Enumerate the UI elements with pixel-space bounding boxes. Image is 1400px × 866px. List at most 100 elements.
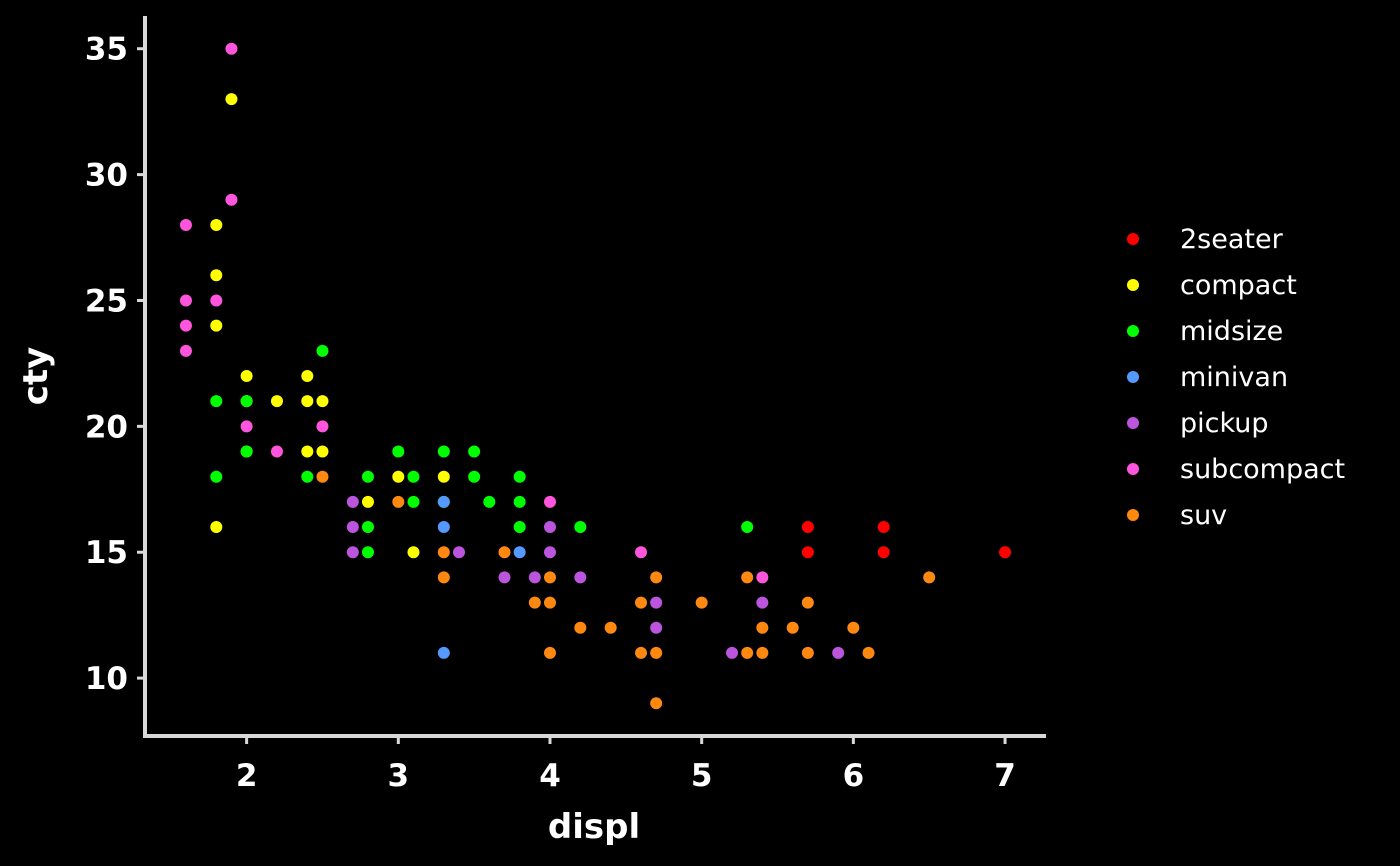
point-midsize-0 <box>210 395 223 408</box>
legend-key-subcompact <box>1127 463 1139 475</box>
point-subcompact-2 <box>179 319 192 332</box>
legend-label-2seater: 2seater <box>1180 224 1284 255</box>
point-midsize-20 <box>574 521 587 534</box>
point-2seater-4 <box>999 546 1012 559</box>
point-compact-16 <box>407 546 420 559</box>
point-suv-17 <box>741 571 754 584</box>
x-tick-label-2: 2 <box>236 758 258 794</box>
point-pickup-7 <box>543 546 556 559</box>
point-subcompact-9 <box>316 420 329 433</box>
point-subcompact-1 <box>179 294 192 307</box>
point-midsize-12 <box>437 445 450 458</box>
point-compact-2 <box>210 319 223 332</box>
point-pickup-12 <box>756 596 769 609</box>
point-suv-2 <box>437 546 450 559</box>
point-compact-15 <box>392 470 405 483</box>
point-subcompact-0 <box>179 218 192 231</box>
y-tick-label-35: 35 <box>85 32 128 68</box>
point-pickup-6 <box>543 521 556 534</box>
x-tick-label-5: 5 <box>691 758 713 794</box>
point-suv-10 <box>604 621 617 634</box>
point-pickup-8 <box>574 571 587 584</box>
y-tick-label-30: 30 <box>85 158 128 194</box>
point-suv-20 <box>756 646 769 659</box>
point-compact-9 <box>301 370 314 382</box>
legend-label-compact: compact <box>1180 270 1297 301</box>
x-tick-label-3: 3 <box>388 758 410 794</box>
point-suv-23 <box>801 646 814 659</box>
y-tick-label-25: 25 <box>85 283 128 319</box>
legend-label-suv: suv <box>1180 500 1227 531</box>
point-midsize-8 <box>361 546 374 559</box>
legend-label-pickup: pickup <box>1180 408 1269 439</box>
point-suv-11 <box>635 596 648 609</box>
point-suv-12 <box>635 646 648 659</box>
point-compact-17 <box>437 470 450 483</box>
point-subcompact-5 <box>225 42 238 55</box>
point-pickup-2 <box>346 546 359 559</box>
point-minivan-1 <box>437 521 450 534</box>
point-subcompact-4 <box>210 294 223 307</box>
point-pickup-11 <box>726 646 739 659</box>
point-suv-5 <box>528 596 541 609</box>
point-minivan-3 <box>513 546 526 559</box>
point-subcompact-7 <box>240 420 253 433</box>
point-suv-16 <box>695 596 708 609</box>
point-midsize-17 <box>513 470 526 483</box>
point-midsize-10 <box>407 470 420 483</box>
point-suv-26 <box>923 571 936 584</box>
point-compact-13 <box>316 445 329 458</box>
point-compact-11 <box>301 445 314 458</box>
point-pickup-1 <box>346 521 359 534</box>
y-tick-label-20: 20 <box>85 409 128 445</box>
point-suv-9 <box>574 621 587 634</box>
point-compact-4 <box>225 93 238 106</box>
point-subcompact-6 <box>225 193 238 206</box>
y-tick-label-10: 10 <box>85 661 128 697</box>
point-suv-21 <box>786 621 799 634</box>
legend-key-minivan <box>1127 371 1139 383</box>
legend-key-midsize <box>1127 325 1139 337</box>
point-midsize-21 <box>741 521 754 534</box>
point-compact-3 <box>210 521 223 534</box>
point-suv-18 <box>741 646 754 659</box>
point-suv-7 <box>543 596 556 609</box>
point-midsize-15 <box>468 470 481 483</box>
legend-label-subcompact: subcompact <box>1180 454 1345 485</box>
point-minivan-2 <box>437 646 450 659</box>
legend-key-pickup <box>1127 417 1139 429</box>
point-subcompact-11 <box>635 546 648 559</box>
point-midsize-11 <box>407 495 420 508</box>
point-midsize-9 <box>392 445 405 458</box>
x-tick-label-6: 6 <box>843 758 865 794</box>
ticks-layer: 2 3 4 5 6 7 10 15 20 25 30 35 <box>85 32 1016 794</box>
point-pickup-10 <box>650 621 663 634</box>
point-suv-24 <box>847 621 860 634</box>
point-midsize-19 <box>513 521 526 534</box>
point-2seater-3 <box>877 546 890 559</box>
point-suv-4 <box>498 546 511 559</box>
y-tick-label-15: 15 <box>85 535 128 571</box>
point-suv-15 <box>650 697 663 710</box>
point-midsize-1 <box>210 470 223 483</box>
point-midsize-2 <box>240 395 253 408</box>
point-midsize-14 <box>468 445 481 458</box>
point-compact-0 <box>210 218 223 231</box>
point-subcompact-8 <box>270 445 283 458</box>
point-pickup-5 <box>528 571 541 584</box>
point-2seater-1 <box>801 546 814 559</box>
point-suv-6 <box>543 571 556 584</box>
point-compact-14 <box>361 495 374 508</box>
point-suv-0 <box>316 470 329 483</box>
point-subcompact-12 <box>756 571 769 584</box>
point-subcompact-10 <box>543 495 556 508</box>
legend-key-suv <box>1127 509 1139 521</box>
point-midsize-5 <box>316 344 329 357</box>
legend-label-midsize: midsize <box>1180 316 1283 347</box>
point-suv-14 <box>650 646 663 659</box>
point-subcompact-3 <box>179 344 192 357</box>
point-compact-10 <box>301 395 314 408</box>
point-2seater-2 <box>877 521 890 534</box>
point-pickup-0 <box>346 495 359 508</box>
